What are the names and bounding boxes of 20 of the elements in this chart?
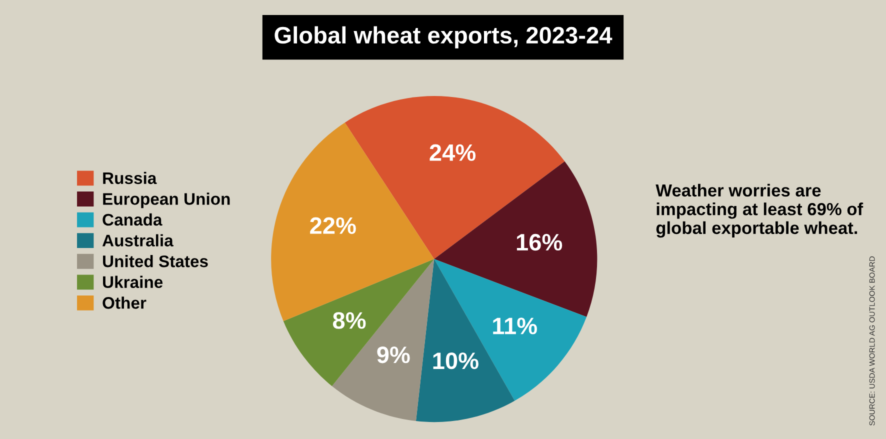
- legend-label: Canada: [102, 213, 162, 226]
- legend-label: Russia: [103, 172, 157, 184]
- pie-slice: [434, 161, 598, 317]
- data-label: 8%: [332, 312, 366, 329]
- legend-label: Australia: [102, 234, 174, 246]
- pie-slice: [332, 259, 434, 422]
- data-label: 9%: [377, 346, 410, 364]
- pie-slice: [434, 259, 587, 401]
- legend-label: Ukraine: [103, 276, 163, 288]
- data-label: 24%: [430, 144, 476, 161]
- text: Weather worries are impacting at least 69% of global exportable wheat.: [656, 184, 864, 238]
- data-label: 16%: [516, 234, 562, 251]
- legend-label: United States: [103, 255, 208, 268]
- data-label: 11%: [493, 318, 537, 334]
- pie-slice: [283, 259, 434, 386]
- chart-title: Global wheat exports, 2023-24: [274, 26, 612, 48]
- data-label: 10%: [433, 352, 478, 370]
- legend-label: Other: [102, 296, 146, 309]
- data-label: 22%: [310, 217, 356, 234]
- legend-label: European Union: [103, 192, 230, 208]
